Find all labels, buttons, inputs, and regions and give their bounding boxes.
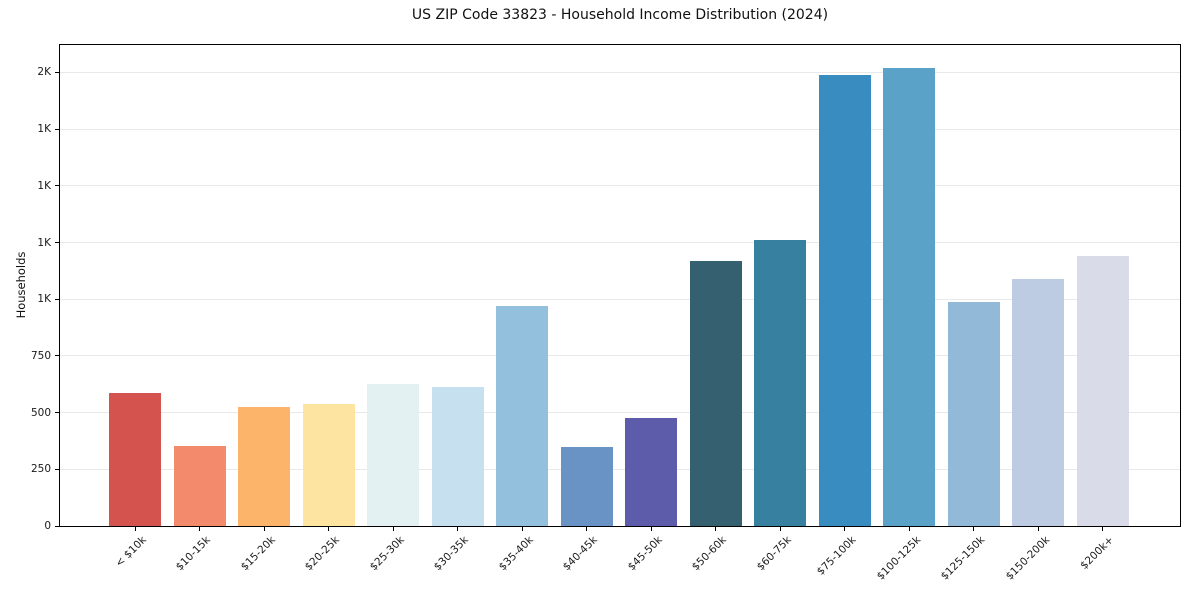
bar bbox=[947, 301, 1000, 526]
x-tick-label-text: $10-15k bbox=[173, 534, 214, 574]
y-tick-label: 1K bbox=[37, 179, 51, 192]
x-axis-tick bbox=[586, 527, 588, 531]
gridline bbox=[60, 128, 1180, 130]
bar bbox=[109, 393, 161, 526]
bar bbox=[689, 260, 742, 526]
bar bbox=[560, 446, 613, 526]
y-tick-label: 1K bbox=[37, 293, 51, 306]
y-tick-label: 250 bbox=[30, 463, 51, 476]
x-axis-tick bbox=[715, 527, 717, 531]
x-axis-tick bbox=[457, 527, 459, 531]
chart-title: US ZIP Code 33823 - Household Income Dis… bbox=[411, 7, 829, 23]
x-tick-label-text: $45-50k bbox=[625, 534, 665, 574]
bar bbox=[496, 306, 549, 526]
y-axis-tick bbox=[55, 525, 59, 527]
bar bbox=[302, 403, 355, 526]
y-axis-tick bbox=[55, 185, 59, 187]
x-axis-tick bbox=[779, 527, 781, 531]
y-tick-label: 500 bbox=[30, 406, 51, 419]
x-tick-label-text: $150-200k bbox=[1003, 534, 1052, 583]
y-axis-tick bbox=[55, 468, 59, 470]
gridline bbox=[60, 468, 1180, 470]
y-tick-label: 0 bbox=[44, 520, 51, 532]
x-tick-label-text: $25-30k bbox=[367, 534, 407, 574]
gridline bbox=[60, 355, 1180, 357]
y-axis-tick bbox=[55, 355, 59, 357]
y-axis-tick bbox=[55, 298, 59, 300]
y-axis-tick bbox=[55, 128, 59, 130]
x-tick-label-text: $200k+ bbox=[1078, 534, 1117, 572]
x-axis-tick bbox=[521, 527, 523, 531]
y-axis-label: Households bbox=[14, 251, 28, 319]
x-axis-tick bbox=[263, 527, 265, 531]
gridline bbox=[60, 298, 1180, 300]
gridline bbox=[60, 242, 1180, 244]
x-tick-label-text: $60-75k bbox=[754, 534, 794, 574]
x-axis-tick bbox=[973, 527, 975, 531]
y-tick-label: 1K bbox=[37, 123, 51, 136]
gridline bbox=[60, 412, 1180, 414]
y-axis-tick bbox=[55, 71, 59, 73]
bar bbox=[883, 67, 936, 526]
bar bbox=[367, 384, 420, 526]
bar bbox=[431, 386, 484, 526]
bar bbox=[818, 74, 871, 526]
x-axis-tick bbox=[650, 527, 652, 531]
x-tick-label-text: $35-40k bbox=[496, 534, 536, 574]
x-axis-tick bbox=[134, 527, 136, 531]
x-tick-label-text: $125-150k bbox=[938, 534, 988, 583]
x-tick-label-text: $30-35k bbox=[432, 534, 472, 574]
x-tick-label-text: $15-20k bbox=[238, 534, 278, 574]
x-tick-label-text: $100-125k bbox=[874, 534, 923, 583]
x-axis-tick bbox=[1102, 527, 1104, 531]
x-tick-label-text: $75-100k bbox=[814, 534, 859, 578]
y-tick-label: 2K bbox=[37, 66, 51, 79]
gridline bbox=[60, 185, 1180, 187]
x-axis-tick bbox=[844, 527, 846, 531]
y-axis-tick bbox=[55, 242, 59, 244]
gridline bbox=[60, 71, 1180, 73]
bar bbox=[1012, 278, 1065, 526]
x-axis-tick bbox=[908, 527, 910, 531]
y-tick-label: 1K bbox=[37, 236, 51, 249]
x-axis-tick bbox=[1037, 527, 1039, 531]
x-axis-tick bbox=[392, 527, 394, 531]
plot-area bbox=[59, 44, 1181, 527]
x-tick-label-text: $50-60k bbox=[690, 534, 730, 574]
bar bbox=[625, 418, 678, 526]
bar bbox=[173, 445, 226, 526]
x-tick-label-text: $20-25k bbox=[302, 534, 343, 574]
y-tick-label: 750 bbox=[30, 349, 51, 362]
x-tick-label-text: $40-45k bbox=[561, 534, 601, 574]
bar bbox=[754, 240, 807, 526]
y-axis-tick bbox=[55, 412, 59, 414]
x-axis-tick bbox=[199, 527, 201, 531]
bar bbox=[238, 406, 291, 526]
x-axis-tick bbox=[328, 527, 330, 531]
bar bbox=[1076, 256, 1129, 526]
x-tick-label-text: < $10k bbox=[112, 534, 149, 570]
